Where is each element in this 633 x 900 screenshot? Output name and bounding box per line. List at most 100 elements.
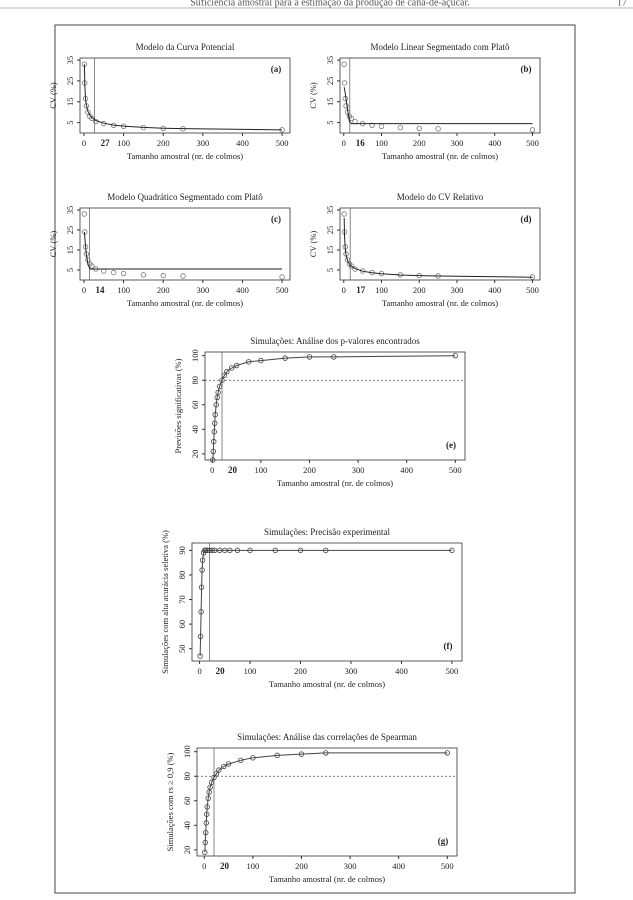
data-point: [210, 457, 216, 463]
data-point: [225, 761, 232, 767]
data-point: [205, 795, 211, 802]
y-tick-label: 100: [182, 745, 192, 758]
data-point: [222, 547, 228, 554]
y-tick-label: 80: [182, 772, 192, 781]
chart-title: Modelo da Curva Potencial: [136, 42, 235, 52]
figure-frame: [54, 24, 576, 894]
x-tick-label: 0: [197, 666, 201, 676]
panel-label: (a): [271, 64, 282, 74]
data-point: [341, 80, 348, 86]
data-point: [298, 751, 305, 757]
data-point: [250, 755, 256, 761]
data-point: [529, 127, 536, 133]
data-point: [214, 394, 220, 401]
y-axis-label: CV (%): [48, 231, 58, 258]
x-tick-label: 300: [344, 861, 357, 871]
data-point: [233, 362, 240, 369]
data-point: [212, 547, 218, 554]
x-tick-label: 400: [488, 285, 501, 295]
panel-label: (e): [446, 440, 456, 450]
chart-title: Modelo do CV Relativo: [397, 192, 484, 202]
x-tick-label: 400: [236, 138, 249, 148]
x-tick-label: 200: [295, 861, 308, 871]
data-point: [211, 774, 217, 781]
y-tick-label: 5: [65, 268, 75, 272]
data-point: [197, 653, 203, 659]
data-point: [211, 429, 217, 435]
data-point: [341, 61, 347, 67]
y-tick-label: 25: [325, 226, 335, 235]
data-point: [369, 122, 375, 128]
y-tick-label: 15: [65, 246, 75, 255]
data-point: [217, 547, 223, 554]
y-axis-label: CV (%): [308, 82, 318, 109]
data-point: [359, 268, 366, 274]
data-point: [110, 269, 117, 276]
plot-area: [196, 747, 458, 857]
data-point: [282, 355, 288, 361]
data-point: [416, 125, 422, 132]
data-point: [444, 750, 450, 756]
data-point: [89, 263, 95, 269]
x-tick-label: 500: [441, 861, 454, 871]
y-tick-label: 90: [177, 546, 187, 555]
x-tick-label: 0: [82, 138, 86, 148]
vline-label: 20: [216, 666, 226, 676]
y-tick-label: 80: [190, 376, 200, 385]
data-point: [215, 389, 221, 396]
data-point: [323, 547, 329, 554]
panel-label: (g): [438, 836, 449, 846]
data-point: [221, 372, 228, 379]
y-tick-label: 40: [190, 425, 200, 434]
y-tick-label: 80: [177, 571, 187, 580]
data-point: [208, 779, 215, 786]
data-point: [198, 584, 205, 590]
chart-title: Simulações: Análise dos p-valores encont…: [250, 336, 420, 346]
data-point: [306, 354, 313, 360]
x-tick-label: 500: [526, 285, 539, 295]
vline-label: 20: [228, 465, 238, 475]
y-tick-label: 15: [325, 246, 335, 255]
x-tick-label: 0: [342, 138, 346, 148]
data-point: [227, 547, 233, 554]
x-axis-label: Tamanho amostral (nr. de colmos): [269, 874, 385, 884]
y-tick-label: 50: [177, 644, 187, 653]
fit-line: [83, 64, 283, 131]
y-tick-label: 25: [325, 77, 335, 86]
data-point: [197, 633, 204, 640]
x-tick-label: 300: [451, 138, 464, 148]
plot-area: [339, 207, 541, 281]
x-tick-label: 200: [294, 666, 307, 676]
y-tick-label: 20: [182, 846, 192, 855]
x-tick-label: 300: [196, 138, 209, 148]
x-tick-label: 100: [117, 285, 130, 295]
data-point: [212, 411, 218, 418]
plot-area: [204, 351, 466, 461]
x-axis-label: Tamanho amostral (nr. de colmos): [382, 298, 498, 308]
vline-label: 14: [96, 285, 106, 295]
chart-title: Simulações: Análise das correlações de S…: [237, 732, 417, 742]
fit-line: [343, 217, 533, 278]
y-axis-label: CV (%): [48, 82, 58, 109]
data-point: [198, 609, 204, 615]
data-point: [452, 352, 458, 359]
data-point: [258, 357, 264, 364]
y-tick-label: 5: [325, 120, 335, 124]
data-point: [397, 124, 404, 131]
x-tick-label: 0: [202, 861, 206, 871]
y-tick-label: 35: [65, 56, 75, 64]
panel-label: (f): [444, 641, 453, 651]
data-point: [341, 211, 347, 217]
vline-label: 17: [356, 285, 366, 295]
x-tick-label: 100: [375, 138, 388, 148]
data-point: [343, 103, 349, 109]
x-tick-label: 400: [488, 138, 501, 148]
data-point: [246, 359, 252, 365]
y-axis-label: CV (%): [308, 231, 318, 258]
data-point: [81, 211, 88, 217]
x-tick-label: 300: [196, 285, 209, 295]
y-tick-label: 35: [325, 206, 335, 215]
fit-line: [199, 549, 452, 657]
data-point: [297, 547, 304, 554]
